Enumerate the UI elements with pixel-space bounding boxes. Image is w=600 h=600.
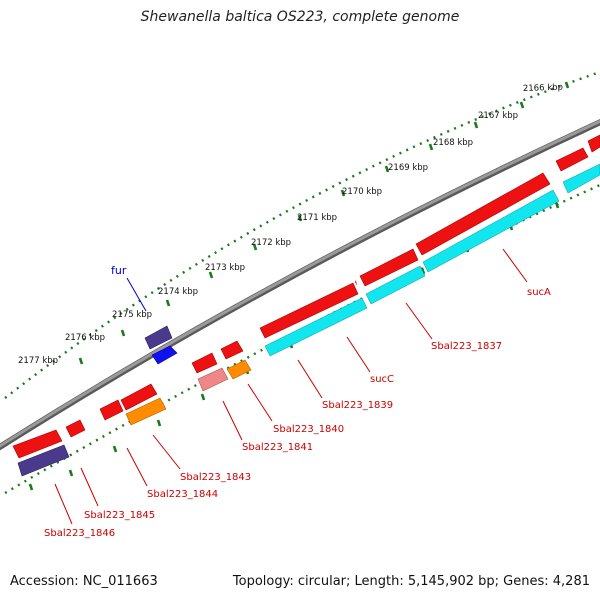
scale-label-2171: 2171 kbp	[297, 213, 337, 223]
scale-labels: 2166 kbp 2167 kbp 2168 kbp 2169 kbp 2170…	[18, 83, 563, 366]
rna-cyan-track	[264, 163, 600, 357]
cds-sbal223-1840[interactable]	[220, 340, 244, 360]
scale-label-2172: 2172 kbp	[251, 238, 291, 248]
gene-labels: fur sucA Sbal223_1837 sucC Sbal223_1839 …	[44, 264, 551, 539]
tick-2174	[208, 271, 214, 279]
cds-sucA-left[interactable]	[587, 134, 600, 153]
scale-label-2173: 2173 kbp	[205, 263, 245, 273]
scale-label-2168: 2168 kbp	[433, 138, 473, 148]
orange-gene-1844[interactable]	[125, 397, 167, 426]
cds-gene-2166[interactable]	[555, 147, 589, 172]
scale-label-2176: 2176 kbp	[65, 333, 105, 343]
gene-label-sucA[interactable]: sucA	[527, 287, 551, 298]
cyan-segment-4[interactable]	[264, 297, 368, 357]
indigo-gene-fur[interactable]	[144, 325, 173, 350]
tick-2169	[428, 143, 434, 151]
leader-sbal223-1845	[80, 467, 99, 507]
scale-major-ticks	[78, 81, 570, 365]
tick-2168	[473, 121, 479, 129]
blue-gene[interactable]	[151, 345, 178, 365]
tick-2170	[384, 165, 390, 173]
genome-summary-text: Topology: circular; Length: 5,145,902 bp…	[232, 574, 590, 589]
cds-sucA[interactable]	[415, 172, 551, 256]
accession-text: Accession: NC_011663	[10, 574, 158, 589]
genome-backbone	[0, 119, 600, 451]
leader-sbal223-1839	[297, 359, 323, 399]
tick-2172	[297, 214, 303, 222]
gene-label-sbal223-1843[interactable]: Sbal223_1843	[180, 472, 251, 483]
leader-sucA	[502, 248, 528, 283]
cds-red-track	[12, 134, 600, 459]
gene-label-sbal223-1844[interactable]: Sbal223_1844	[147, 489, 218, 500]
cds-sucC[interactable]	[355, 280, 357, 286]
gene-label-sbal223-1845[interactable]: Sbal223_1845	[84, 510, 155, 521]
cds-sbal223-1839[interactable]	[259, 282, 359, 339]
scale-label-2167: 2167 kbp	[478, 111, 518, 121]
leader-sbal223-1844	[126, 447, 148, 487]
cds-sbal223-1837[interactable]	[359, 248, 419, 287]
cds-sbal223-1846[interactable]	[12, 429, 63, 459]
gene-label-sbal223-1846[interactable]: Sbal223_1846	[44, 528, 115, 539]
cyan-segment-1[interactable]	[562, 163, 600, 194]
gene-label-sbal223-1841[interactable]: Sbal223_1841	[242, 442, 313, 453]
tick-2177	[78, 357, 84, 365]
leader-sbal223-1840	[247, 383, 273, 422]
gene-label-fur[interactable]: fur	[111, 264, 127, 277]
cyan-segment-2[interactable]	[422, 189, 560, 273]
tick-2167	[519, 101, 525, 109]
genome-title: Shewanella baltica OS223, complete genom…	[140, 9, 460, 25]
gene-label-sbal223-1840[interactable]: Sbal223_1840	[273, 424, 344, 435]
gene-label-sbal223-1839[interactable]: Sbal223_1839	[322, 400, 393, 411]
leader-fur	[126, 277, 147, 312]
gene-label-sucC[interactable]: sucC	[370, 374, 394, 385]
orange-gene-1840[interactable]	[226, 359, 252, 380]
scale-label-2169: 2169 kbp	[388, 163, 428, 173]
tick-2175	[165, 299, 171, 307]
tick-2173	[252, 243, 258, 251]
tick-2171	[340, 189, 346, 197]
tick-2176	[120, 329, 126, 337]
leader-sbal223-1843	[152, 434, 181, 470]
pink-gene-1841[interactable]	[197, 367, 229, 392]
tick-2166	[564, 81, 570, 89]
label-leaders	[54, 248, 528, 525]
leader-sbal223-1837	[405, 302, 433, 340]
cds-sbal223-1844[interactable]	[99, 399, 124, 421]
scale-label-2166: 2166 kbp	[523, 83, 563, 94]
cds-sbal223-1845[interactable]	[65, 419, 86, 438]
leader-sucC	[346, 336, 371, 373]
indigo-gene-1846[interactable]	[17, 444, 70, 477]
cyan-segment-3[interactable]	[365, 265, 426, 305]
scale-label-2174: 2174 kbp	[158, 287, 198, 297]
cds-sbal223-1841[interactable]	[191, 352, 218, 374]
leader-sbal223-1846	[54, 483, 73, 525]
gene-label-sbal223-1837[interactable]: Sbal223_1837	[431, 341, 502, 352]
other-genes	[17, 325, 252, 477]
scale-label-2170: 2170 kbp	[342, 187, 382, 197]
scale-label-2175: 2175 kbp	[112, 310, 152, 320]
leader-sbal223-1841	[222, 400, 243, 441]
scale-label-2177: 2177 kbp	[18, 356, 58, 366]
cds-sbal223-1843[interactable]	[120, 383, 158, 411]
scale-arc-outer	[4, 70, 600, 399]
